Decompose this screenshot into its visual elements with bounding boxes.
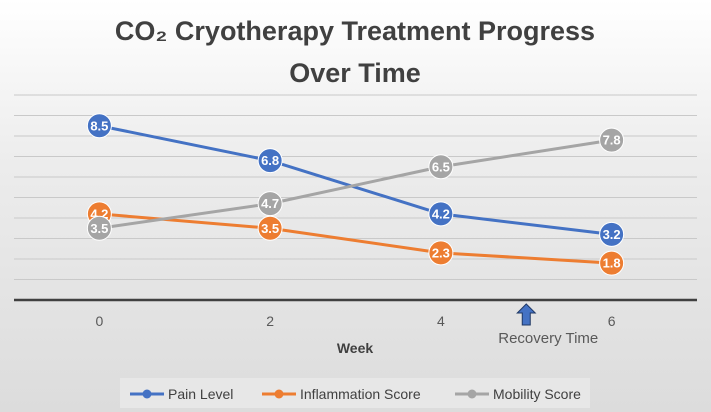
up-arrow-icon	[516, 303, 537, 326]
inflammation-score-line	[99, 212, 612, 265]
mobility-score-series-markers: 3.5 4.7 6.5 7.8	[86, 127, 625, 241]
legend-label-mobility-score: Mobility Score	[493, 386, 581, 402]
legend-item-inflammation-score: Inflammation Score	[262, 386, 421, 402]
chart-title-line-1: CO₂ Cryotherapy Treatment Progress	[115, 16, 595, 46]
legend-label-pain-level: Pain Level	[168, 386, 233, 402]
pain-level-data-label: 3.2	[603, 227, 621, 242]
legend-marker-inflammation-score	[274, 389, 284, 399]
inflammation-score-data-label: 1.8	[603, 256, 621, 271]
x-axis-label: Week	[337, 340, 374, 356]
chart-title-line-2: Over Time	[289, 58, 421, 88]
x-tick-label: 4	[437, 313, 445, 329]
recovery-time-annotation: Recovery Time	[498, 330, 598, 347]
legend-label-inflammation-score: Inflammation Score	[300, 386, 421, 402]
pain-level-data-label: 8.5	[90, 118, 108, 133]
mobility-score-line	[99, 138, 612, 230]
mobility-score-point	[599, 127, 625, 153]
inflammation-score-series-markers: 4.2 3.5 2.3 1.8	[86, 201, 625, 276]
annotation: Recovery Time	[498, 303, 598, 347]
pain-level-point	[86, 113, 112, 139]
inflammation-score-series-line-group	[99, 212, 612, 265]
legend-item-pain-level: Pain Level	[130, 386, 233, 402]
legend-item-mobility-score: Mobility Score	[455, 386, 581, 402]
mobility-score-data-label: 6.5	[432, 159, 450, 174]
mobility-score-point	[86, 215, 112, 241]
inflammation-score-point	[257, 215, 283, 241]
pain-level-line	[99, 124, 612, 236]
x-tick-labels: 0 2 4 6	[95, 313, 615, 329]
mobility-score-series-line-group	[99, 138, 612, 230]
legend-marker-pain-level	[142, 389, 152, 399]
legend: Pain Level Inflammation Score Mobility Sco…	[120, 378, 590, 408]
inflammation-score-data-label: 3.5	[261, 221, 279, 236]
pain-level-data-label: 6.8	[261, 153, 279, 168]
pain-level-series-markers: 8.5 6.8 4.2 3.2	[86, 113, 625, 247]
gridlines	[14, 94, 697, 280]
legend-marker-mobility-score	[467, 389, 477, 399]
x-tick-label: 6	[608, 313, 616, 329]
inflammation-score-point	[428, 240, 454, 266]
pain-level-point	[257, 148, 283, 174]
x-tick-label: 2	[266, 313, 274, 329]
mobility-score-data-label: 3.5	[90, 221, 108, 236]
mobility-score-data-label: 7.8	[603, 133, 621, 148]
pain-level-data-label: 4.2	[432, 206, 450, 221]
inflammation-score-point	[599, 250, 625, 276]
pain-level-point	[428, 201, 454, 227]
series-layer: 8.56.84.23.24.23.52.31.83.54.76.57.8	[86, 113, 625, 276]
mobility-score-point	[428, 154, 454, 180]
mobility-score-data-label: 4.7	[261, 196, 279, 211]
legend-background	[120, 378, 590, 408]
pain-level-series-line-group	[99, 124, 612, 236]
pain-level-point	[599, 221, 625, 247]
mobility-score-point	[257, 191, 283, 217]
inflammation-score-data-label: 2.3	[432, 245, 450, 260]
x-tick-label: 0	[95, 313, 103, 329]
